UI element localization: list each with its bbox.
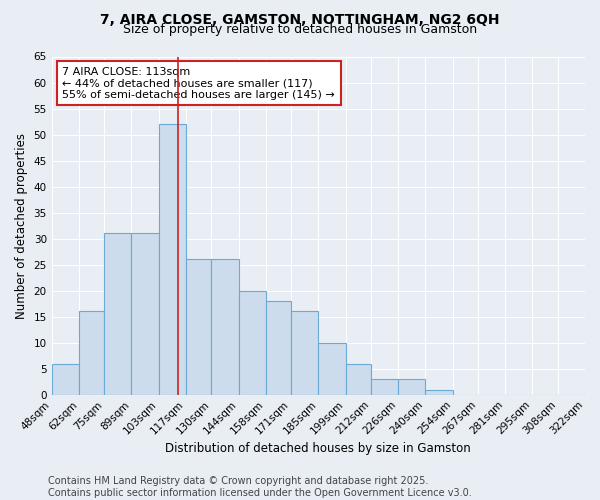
Text: Contains HM Land Registry data © Crown copyright and database right 2025.
Contai: Contains HM Land Registry data © Crown c… [48,476,472,498]
Bar [239,290,266,395]
Bar [425,390,452,394]
Bar [266,301,291,394]
Bar [104,234,131,394]
Bar [346,364,371,394]
Bar [159,124,186,394]
Bar [319,342,346,394]
Bar [291,312,319,394]
Bar [585,390,600,394]
Text: 7 AIRA CLOSE: 113sqm
← 44% of detached houses are smaller (117)
55% of semi-deta: 7 AIRA CLOSE: 113sqm ← 44% of detached h… [62,66,335,100]
Bar [398,379,425,394]
Bar [131,234,159,394]
Bar [186,260,211,394]
Text: 7, AIRA CLOSE, GAMSTON, NOTTINGHAM, NG2 6QH: 7, AIRA CLOSE, GAMSTON, NOTTINGHAM, NG2 … [100,12,500,26]
Text: Size of property relative to detached houses in Gamston: Size of property relative to detached ho… [123,22,477,36]
Bar [371,379,398,394]
Bar [79,312,104,394]
Bar [52,364,79,394]
X-axis label: Distribution of detached houses by size in Gamston: Distribution of detached houses by size … [166,442,471,455]
Bar [211,260,239,394]
Y-axis label: Number of detached properties: Number of detached properties [15,132,28,318]
